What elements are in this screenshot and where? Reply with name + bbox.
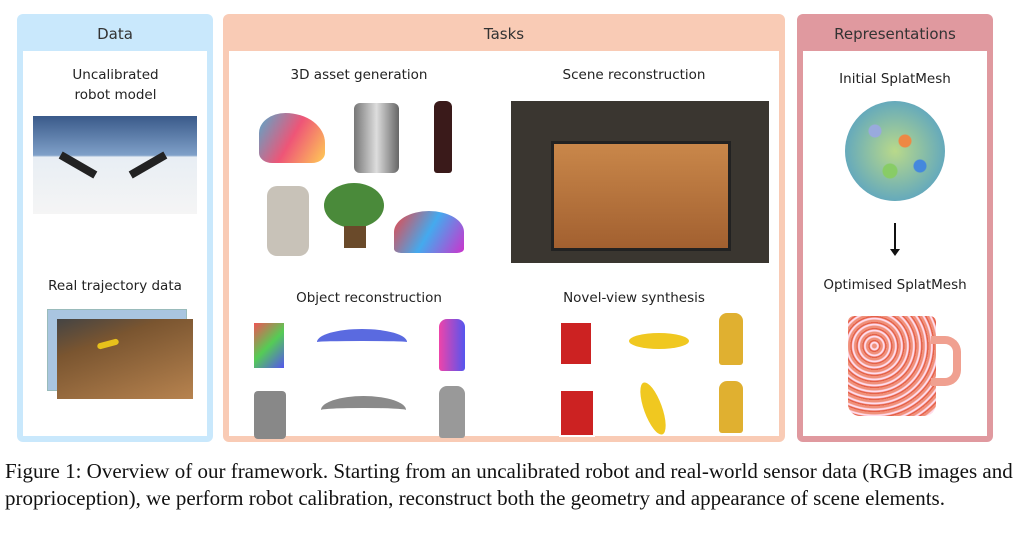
gray-bottle-image — [439, 386, 465, 438]
novel-view-synthesis-label: Novel-view synthesis — [563, 290, 705, 306]
trajectory-frame — [57, 319, 193, 399]
cap-image — [394, 211, 464, 253]
bonsai-image — [324, 183, 384, 228]
mustard-image — [719, 313, 743, 365]
scene-reconstruction-label: Scene reconstruction — [562, 67, 706, 83]
mustard-image-2 — [719, 381, 743, 433]
tasks-panel: Tasks 3D asset generation Scene reconstr… — [223, 14, 785, 442]
mug-splatmesh-image — [848, 316, 936, 416]
scene-reconstruction-image — [511, 101, 769, 263]
representations-panel-title: Representations — [834, 25, 956, 43]
tasks-panel-title: Tasks — [483, 25, 525, 43]
normal-bottle-image — [439, 319, 465, 371]
normal-box-image — [254, 323, 284, 368]
banana-image-2 — [635, 379, 671, 438]
bottle-image — [434, 101, 452, 173]
robot-model-image — [33, 116, 197, 214]
real-trajectory-label: Real trajectory data — [48, 278, 182, 294]
optimised-splatmesh-label: Optimised SplatMesh — [823, 277, 967, 293]
figure-caption: Figure 1: Overview of our framework. Sta… — [5, 459, 1013, 510]
arrow-down-icon — [894, 223, 896, 253]
normal-banana-image — [317, 329, 407, 355]
initial-splatmesh-label: Initial SplatMesh — [839, 71, 951, 87]
data-panel: Data Uncalibrated robot model Real traje… — [17, 14, 213, 442]
robot-toy-image — [267, 186, 309, 256]
representations-panel: Representations Initial SplatMesh Optimi… — [797, 14, 993, 442]
mug-handle — [931, 336, 961, 386]
uncalibrated-robot-label: Uncalibrated robot model — [72, 67, 159, 103]
shoe-image — [259, 113, 325, 163]
gray-box-image — [254, 391, 286, 439]
cereal-box-image-2 — [559, 389, 595, 437]
banana-image — [629, 333, 689, 349]
cereal-box-image — [559, 321, 593, 366]
arrow-head — [890, 249, 900, 256]
object-reconstruction-label: Object reconstruction — [296, 290, 442, 306]
kettle-image — [354, 103, 399, 173]
asset-generation-label: 3D asset generation — [290, 67, 428, 83]
bonsai-pot — [344, 226, 366, 248]
sphere-splatmesh-image — [845, 101, 945, 201]
gray-banana-image — [321, 396, 406, 424]
data-panel-title: Data — [97, 25, 133, 43]
